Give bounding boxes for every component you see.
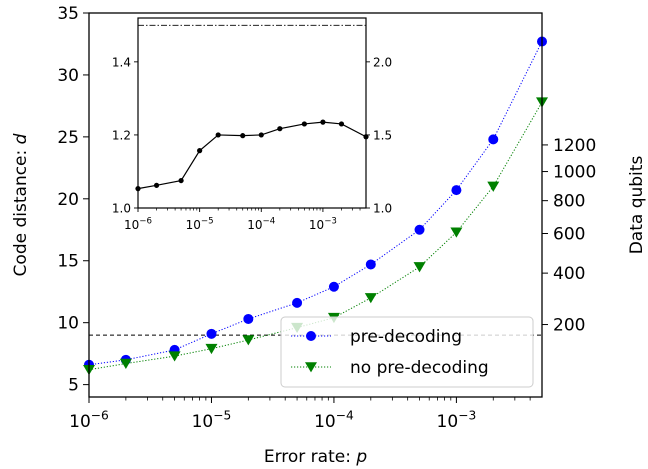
inset-point-3	[197, 148, 203, 154]
series-1-point-3	[205, 343, 218, 355]
inset-point-8	[301, 121, 307, 127]
series-0-point-9	[451, 185, 462, 196]
series-1-point-10	[487, 181, 500, 192]
y-tick-label-0: 5	[68, 376, 79, 396]
inset-y-tick-label-2: 1.4	[112, 55, 131, 69]
inset-point-9	[320, 119, 326, 125]
series-0-point-5	[292, 297, 303, 308]
inset-point-10	[338, 121, 345, 127]
legend-label-1: no pre-decoding	[350, 358, 489, 378]
series-0-point-8	[414, 224, 425, 235]
inset-background	[138, 18, 366, 208]
legend-marker-0	[306, 331, 316, 341]
inset-point-4	[215, 132, 221, 138]
inset-y2-tick-label-0: 1.0	[373, 202, 392, 216]
series-1-point-8	[413, 262, 426, 273]
inset-point-1	[153, 182, 160, 188]
inset-y-tick-label-1: 1.2	[112, 128, 131, 142]
series-0-point-7	[365, 259, 376, 270]
y2-axis-label: Data qubits	[627, 156, 647, 255]
inset-x-tick-label-1: 10−5	[186, 217, 214, 232]
axis-labels: Error rate: p Code distance: d Data qubits	[11, 133, 647, 467]
x-tick-label-2: 10−4	[314, 408, 354, 432]
series-0-point-4	[243, 313, 254, 324]
x-tick-label-3: 10−3	[437, 408, 477, 432]
y-tick-label-4: 25	[57, 128, 79, 148]
y-tick-label-5: 30	[57, 66, 79, 86]
x-tick-label-0: 10−6	[69, 408, 109, 432]
y2-tick-label-2: 600	[553, 224, 585, 244]
y2-tick-label-4: 1000	[553, 163, 596, 183]
inset-x-tick-label-0: 10−6	[124, 217, 152, 232]
series-1-point-1	[119, 358, 132, 369]
y-tick-label-2: 15	[57, 252, 79, 272]
y-tick-label-6: 35	[57, 4, 79, 24]
x-tick-label-1: 10−5	[192, 408, 232, 432]
y-tick-label-1: 10	[57, 314, 79, 334]
series-0-point-10	[488, 134, 499, 145]
legend-marker-1	[305, 362, 317, 373]
inset-point-6	[258, 132, 264, 138]
inset-point-5	[240, 133, 246, 139]
inset-plot: 10−6 10−5 10−4 10−3 1.0 1.2 1.4 1.0 1.5 2.0	[112, 17, 392, 232]
legend-box	[280, 316, 534, 388]
y2-tick-label-0: 200	[553, 316, 585, 336]
main-frame	[88, 12, 543, 398]
y-tick-label-3: 20	[57, 190, 79, 210]
series-line-0	[88, 41, 543, 366]
legend: pre-decoding no pre-decoding	[280, 316, 534, 388]
x-axis-label: Error rate: p	[264, 447, 368, 467]
y2-tick-label-1: 400	[553, 264, 585, 284]
inset-point-2	[178, 177, 184, 184]
series-1-point-7	[364, 293, 377, 304]
inset-x-tick-label-2: 10−4	[247, 217, 275, 232]
y2-tick-label-3: 800	[553, 192, 585, 212]
inset-y-tick-label-0: 1.0	[112, 202, 131, 216]
series-1-point-2	[168, 351, 181, 362]
series-0-point-6	[328, 281, 339, 292]
inset-y2-tick-label-1: 1.5	[373, 128, 392, 142]
y-axis-label: Code distance: d	[11, 133, 31, 276]
main-plot: 10−6 10−5 10−4 10−3 5 10 15 20 25 30 35 200 400 600 80…	[57, 4, 596, 432]
series-1-point-9	[450, 227, 463, 238]
inset-series-line	[137, 121, 367, 190]
inset-point-7	[277, 126, 283, 132]
y2-tick-label-5: 1200	[553, 136, 596, 156]
series-0-point-3	[206, 328, 217, 339]
inset-x-tick-label-3: 10−3	[309, 217, 337, 232]
inset-y2-tick-label-2: 2.0	[373, 55, 392, 69]
series-1-point-4	[242, 335, 255, 346]
legend-label-0: pre-decoding	[350, 327, 462, 347]
